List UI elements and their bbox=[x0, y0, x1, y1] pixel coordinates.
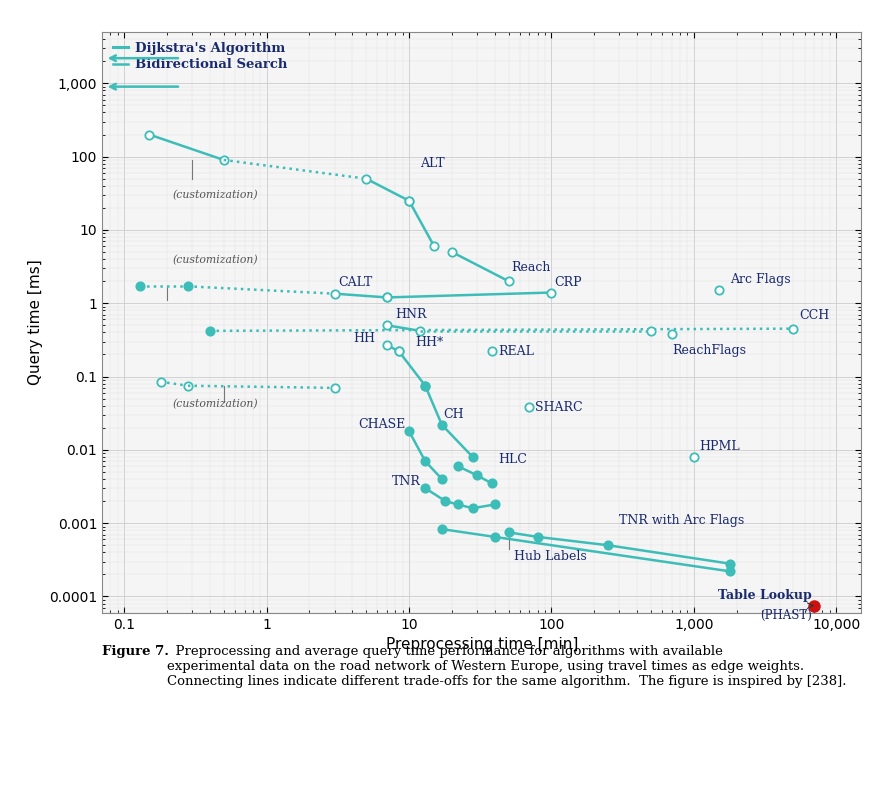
Text: (customization): (customization) bbox=[173, 190, 258, 200]
Text: Preprocessing and average query time performance for algorithms with available
e: Preprocessing and average query time per… bbox=[167, 645, 846, 688]
Text: Figure 7.: Figure 7. bbox=[102, 645, 169, 658]
Y-axis label: Query time [ms]: Query time [ms] bbox=[28, 260, 44, 385]
Text: CRP: CRP bbox=[554, 276, 582, 289]
Text: HPML: HPML bbox=[700, 441, 741, 453]
Text: CALT: CALT bbox=[338, 276, 373, 289]
Text: TNR with Arc Flags: TNR with Arc Flags bbox=[620, 513, 745, 526]
Legend: Dijkstra's Algorithm, Bidirectional Search: Dijkstra's Algorithm, Bidirectional Sear… bbox=[113, 42, 288, 71]
Text: CH: CH bbox=[444, 408, 464, 421]
Text: (PHAST): (PHAST) bbox=[759, 609, 812, 622]
Text: HH: HH bbox=[353, 332, 376, 345]
Text: Reach: Reach bbox=[511, 261, 551, 274]
X-axis label: Preprocessing time [min]: Preprocessing time [min] bbox=[385, 637, 578, 652]
Text: HLC: HLC bbox=[498, 453, 527, 466]
Text: ALT: ALT bbox=[420, 157, 445, 171]
Text: (customization): (customization) bbox=[173, 256, 258, 266]
Text: Arc Flags: Arc Flags bbox=[730, 273, 791, 286]
Text: Table Lookup: Table Lookup bbox=[718, 589, 812, 602]
Text: ReachFlags: ReachFlags bbox=[672, 344, 746, 356]
Text: Hub Labels: Hub Labels bbox=[514, 550, 587, 563]
Text: HH*: HH* bbox=[415, 336, 443, 348]
Text: REAL: REAL bbox=[498, 345, 534, 358]
Text: CCH: CCH bbox=[799, 309, 829, 322]
Text: TNR: TNR bbox=[392, 475, 420, 488]
Text: SHARC: SHARC bbox=[535, 400, 583, 414]
Text: (customization): (customization) bbox=[173, 399, 258, 409]
Text: CHASE: CHASE bbox=[359, 418, 406, 431]
Text: HNR: HNR bbox=[395, 308, 427, 320]
